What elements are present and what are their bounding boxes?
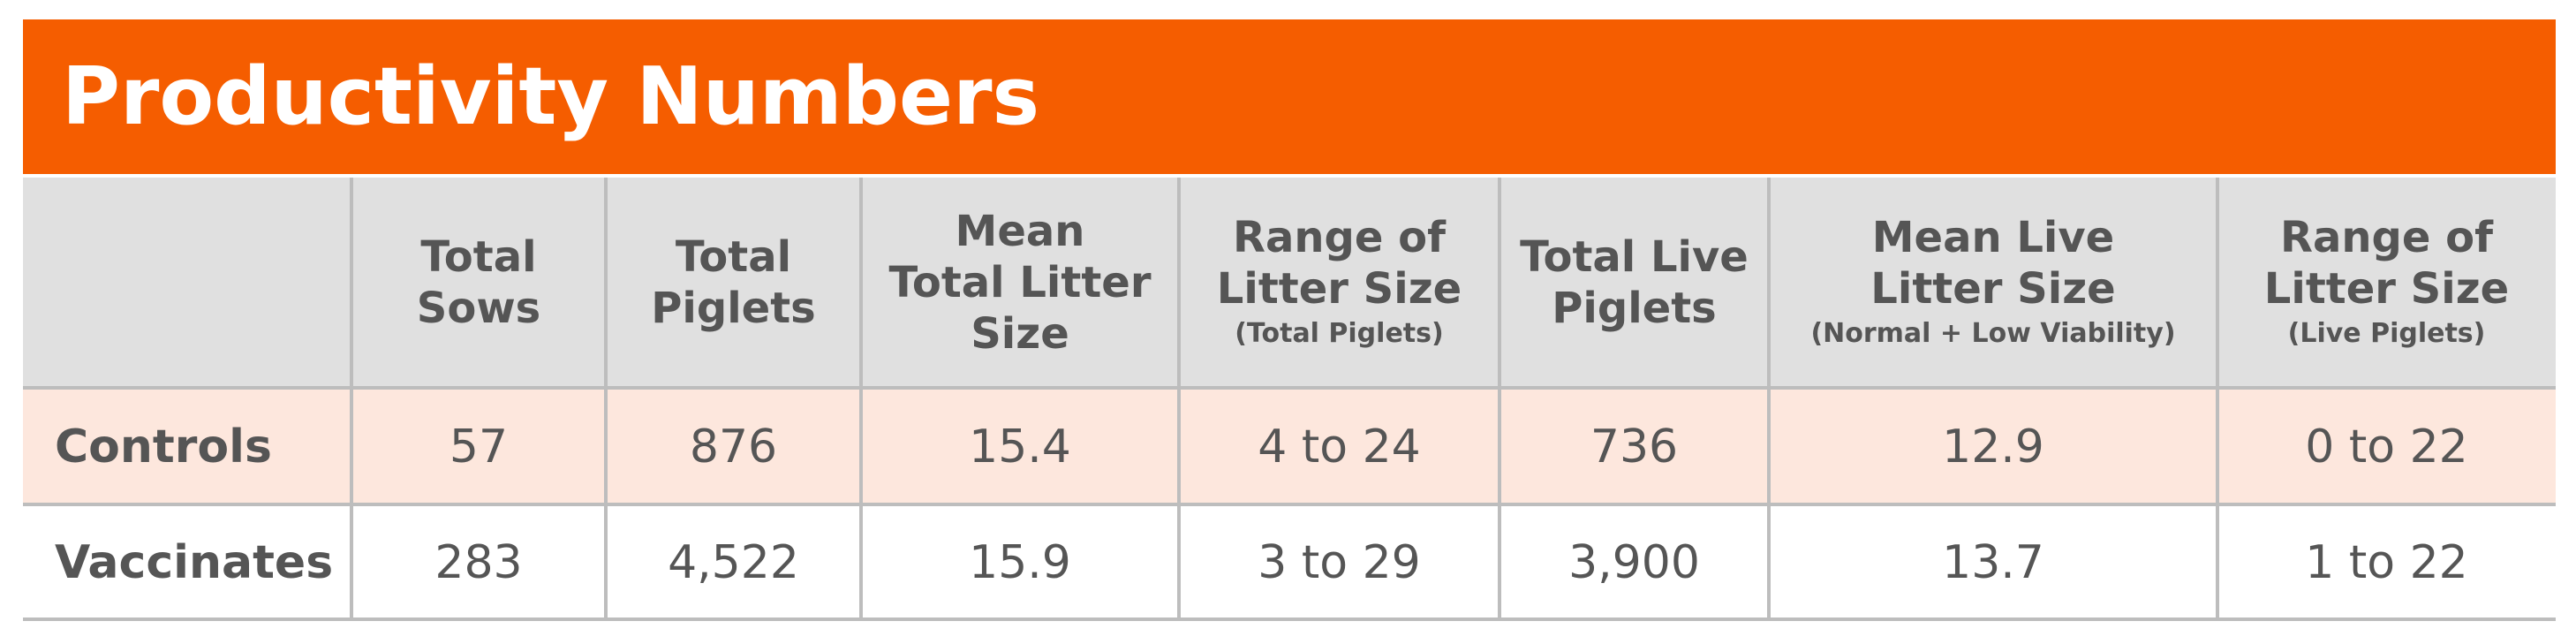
header-sublabel: (Live Piglets): [2287, 318, 2486, 349]
table-cell: 4,522: [606, 506, 861, 619]
column-divider: [1177, 178, 1181, 619]
table-cell: 4 to 24: [1179, 390, 1500, 504]
column-divider: [1767, 178, 1771, 619]
column-header: Total Sows: [351, 178, 606, 388]
header-sublabel: (Total Piglets): [1235, 318, 1444, 349]
table-cell: 0 to 22: [2217, 390, 2556, 504]
column-divider: [1498, 178, 1501, 619]
row-label: Vaccinates: [23, 506, 351, 619]
row-divider: [23, 386, 2556, 390]
column-header: Mean Total Litter Size: [861, 178, 1179, 388]
column-divider: [2216, 178, 2219, 619]
column-divider: [859, 178, 863, 619]
table-cell: 15.9: [861, 506, 1179, 619]
header-line: Mean Live: [1871, 213, 2115, 262]
column-divider: [604, 178, 608, 619]
header-line: Mean: [955, 207, 1085, 256]
title: Productivity Numbers: [62, 50, 1040, 143]
column-header: Range of Litter Size (Total Piglets): [1179, 178, 1500, 388]
table-cell: 13.7: [1769, 506, 2217, 619]
header-line: Range of: [2279, 213, 2493, 262]
table-cell: 3 to 29: [1179, 506, 1500, 619]
header-sublabel: (Normal + Low Viability): [1810, 318, 2176, 349]
column-divider: [350, 178, 353, 619]
column-header: Mean Live Litter Size (Normal + Low Viabil…: [1769, 178, 2217, 388]
header-line: Litter Size: [1216, 264, 1462, 314]
header-line: Piglets: [1552, 284, 1717, 333]
row-divider: [23, 617, 2556, 621]
table-cell: 12.9: [1769, 390, 2217, 504]
header-line: Range of: [1232, 213, 1446, 262]
title-bar: Productivity Numbers: [23, 19, 2556, 174]
table-cell: 1 to 22: [2217, 506, 2556, 619]
table-cell: 283: [351, 506, 606, 619]
header-corner: [23, 178, 351, 388]
header-line: Size: [971, 309, 1069, 359]
row-label: Controls: [23, 390, 351, 504]
header-line: Total Live: [1520, 232, 1749, 282]
table-cell: 15.4: [861, 390, 1179, 504]
header-line: Litter Size: [1870, 264, 2116, 314]
column-header: Range of Litter Size (Live Piglets): [2217, 178, 2556, 388]
header-line: Sows: [416, 284, 541, 333]
header-line: Piglets: [651, 284, 816, 333]
column-header: Total Live Piglets: [1500, 178, 1769, 388]
table-cell: 876: [606, 390, 861, 504]
row-divider: [23, 503, 2556, 506]
header-line: Total: [420, 232, 537, 282]
header-line: Total: [675, 232, 792, 282]
column-header: Total Piglets: [606, 178, 861, 388]
table-cell: 57: [351, 390, 606, 504]
header-line: Total Litter: [888, 258, 1152, 307]
table-cell: 736: [1500, 390, 1769, 504]
header-line: Litter Size: [2263, 264, 2510, 314]
table-cell: 3,900: [1500, 506, 1769, 619]
